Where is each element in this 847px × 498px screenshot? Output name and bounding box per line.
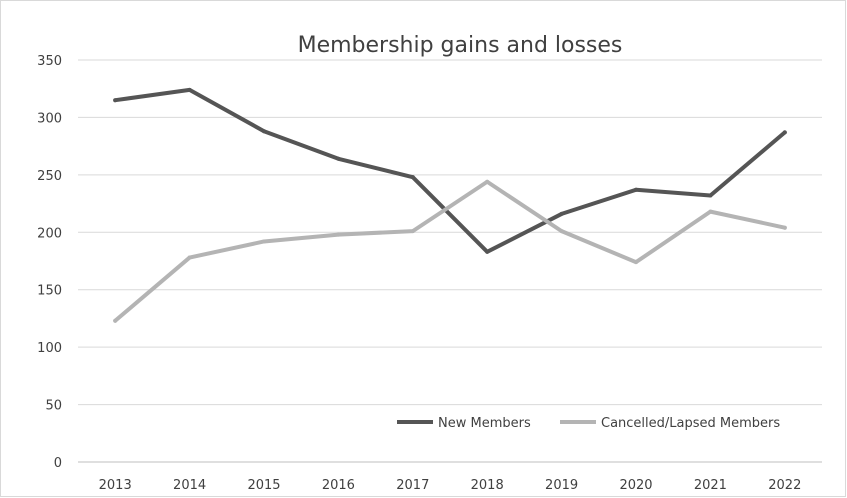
series-line-new-members bbox=[113, 87, 787, 254]
x-tick-label: 2020 bbox=[619, 478, 652, 493]
y-tick-label: 200 bbox=[37, 226, 62, 241]
x-tick-label: 2022 bbox=[768, 478, 801, 493]
data-point-cancelled-lapsed-members-2015 bbox=[262, 239, 266, 244]
x-axis-ticks: 2013 2014 2015 2016 2017 2018 2019 2020 2021 2022 bbox=[99, 478, 802, 493]
data-point-new-members-2018 bbox=[485, 249, 490, 254]
data-point-new-members-2020 bbox=[634, 187, 638, 192]
x-tick-label: 2017 bbox=[396, 478, 429, 493]
y-tick-label: 100 bbox=[37, 341, 62, 356]
data-point-cancelled-lapsed-members-2014 bbox=[187, 255, 192, 260]
data-point-cancelled-lapsed-members-2017 bbox=[410, 229, 415, 234]
y-tick-label: 300 bbox=[37, 111, 62, 126]
x-tick-label: 2013 bbox=[99, 478, 132, 493]
y-tick-label: 350 bbox=[37, 54, 62, 69]
y-tick-label: 150 bbox=[37, 284, 62, 299]
x-tick-label: 2021 bbox=[694, 478, 727, 493]
data-point-cancelled-lapsed-members-2022 bbox=[782, 225, 787, 230]
data-point-cancelled-lapsed-members-2021 bbox=[708, 209, 713, 214]
data-point-new-members-2015 bbox=[262, 129, 266, 134]
data-point-cancelled-lapsed-members-2020 bbox=[634, 260, 638, 265]
data-point-cancelled-lapsed-members-2018 bbox=[485, 179, 490, 184]
y-tick-label: 250 bbox=[37, 169, 62, 184]
series-line-cancelled-lapsed-members bbox=[113, 179, 787, 323]
chart-title: Membership gains and losses bbox=[298, 33, 623, 58]
x-tick-label: 2014 bbox=[173, 478, 206, 493]
data-point-new-members-2022 bbox=[782, 130, 787, 135]
data-point-new-members-2013 bbox=[113, 98, 118, 103]
data-point-cancelled-lapsed-members-2019 bbox=[559, 229, 564, 234]
legend: New Members Cancelled/Lapsed Members bbox=[397, 416, 780, 431]
data-point-cancelled-lapsed-members-2016 bbox=[336, 232, 341, 237]
data-point-new-members-2021 bbox=[708, 193, 713, 198]
data-point-new-members-2014 bbox=[187, 87, 192, 92]
data-point-new-members-2017 bbox=[410, 175, 415, 180]
data-point-new-members-2016 bbox=[336, 156, 341, 161]
gridlines bbox=[78, 59, 822, 463]
x-tick-label: 2018 bbox=[471, 478, 504, 493]
data-point-cancelled-lapsed-members-2013 bbox=[113, 318, 118, 323]
x-tick-label: 2015 bbox=[247, 478, 280, 493]
legend-label-new-members: New Members bbox=[438, 416, 531, 431]
x-tick-label: 2019 bbox=[545, 478, 578, 493]
y-tick-label: 50 bbox=[45, 399, 62, 414]
y-axis-ticks: 0 50 100 150 200 250 300 350 bbox=[37, 54, 62, 471]
x-tick-label: 2016 bbox=[322, 478, 355, 493]
series-lines bbox=[113, 87, 787, 323]
legend-label-cancelled-lapsed: Cancelled/Lapsed Members bbox=[601, 416, 780, 431]
data-point-new-members-2019 bbox=[559, 211, 564, 216]
y-tick-label: 0 bbox=[54, 456, 62, 471]
